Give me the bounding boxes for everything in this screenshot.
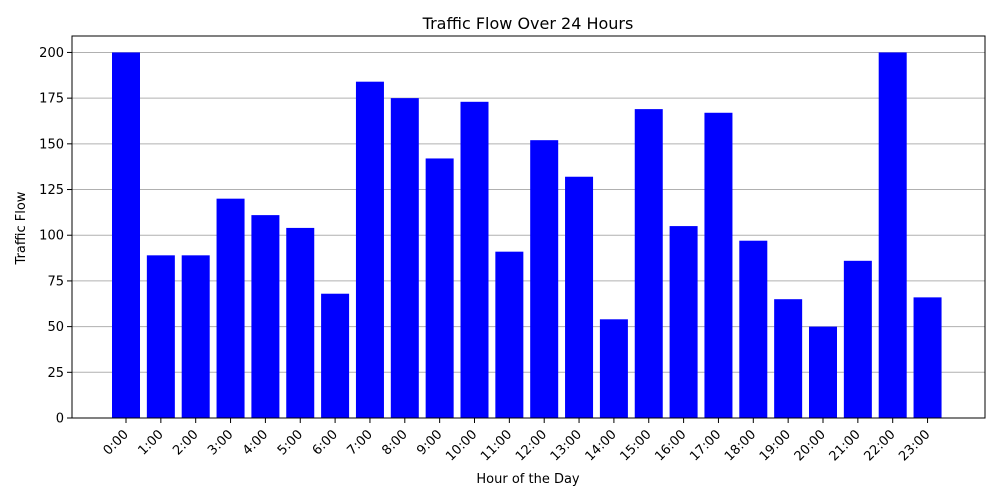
bar (565, 176, 594, 418)
x-tick-label: 14:00 (583, 427, 620, 464)
y-tick-label: 25 (47, 366, 64, 381)
bar (774, 299, 803, 418)
bar (704, 112, 733, 418)
bar (390, 98, 419, 418)
y-tick-label: 50 (47, 320, 64, 335)
y-tick-label: 200 (39, 46, 64, 61)
bar (460, 101, 489, 418)
x-tick-label: 6:00 (310, 427, 341, 458)
bar (809, 326, 837, 418)
x-tick-label: 21:00 (827, 427, 864, 464)
y-tick-label: 0 (56, 412, 64, 427)
y-tick-label: 125 (39, 183, 64, 198)
x-tick-label: 9:00 (414, 427, 445, 458)
bar (321, 293, 350, 418)
x-tick-label: 15:00 (617, 427, 654, 464)
bar (739, 240, 768, 418)
x-tick-label: 11:00 (478, 427, 515, 464)
plot-frame (71, 35, 986, 419)
bar (146, 255, 175, 418)
x-tick-label: 5:00 (275, 427, 306, 458)
bar (425, 158, 454, 418)
bar (913, 297, 942, 418)
bar (181, 255, 210, 418)
bar (634, 109, 663, 418)
y-tick-label: 150 (39, 137, 64, 152)
x-tick-label: 8:00 (379, 427, 410, 458)
x-axis-label: Hour of the Day (476, 472, 580, 487)
x-tick-label: 17:00 (687, 427, 724, 464)
x-tick-label: 7:00 (345, 427, 376, 458)
x-tick-label: 3:00 (205, 427, 236, 458)
bar (599, 319, 628, 418)
y-tick-label: 100 (39, 229, 64, 244)
bars-layer (112, 52, 942, 418)
x-tick-label: 0:00 (101, 427, 132, 458)
bar (843, 260, 872, 418)
x-tick-label: 13:00 (548, 427, 585, 464)
x-tick-label: 23:00 (896, 427, 933, 464)
bar (112, 52, 140, 418)
x-tick-label: 16:00 (652, 427, 689, 464)
bar (878, 52, 907, 418)
y-tick-label: 75 (47, 274, 64, 289)
chart-title: Traffic Flow Over 24 Hours (422, 14, 634, 33)
bar (286, 227, 315, 418)
y-axis-label: Traffic Flow (14, 191, 29, 265)
bar (355, 81, 384, 418)
x-tick-label: 19:00 (757, 427, 794, 464)
bar (216, 198, 245, 418)
bar (495, 251, 524, 418)
x-tick-label: 2:00 (170, 427, 201, 458)
x-tick-label: 1:00 (135, 427, 166, 458)
x-tick-label: 18:00 (722, 427, 759, 464)
x-tick-label: 10:00 (443, 427, 480, 464)
x-tick-label: 22:00 (861, 427, 898, 464)
axes-layer (67, 35, 986, 423)
y-tick-label: 175 (39, 92, 64, 107)
x-tick-label: 4:00 (240, 427, 271, 458)
bar (669, 226, 698, 418)
bar (251, 215, 280, 418)
bar (530, 140, 559, 418)
x-tick-label: 12:00 (513, 427, 550, 464)
x-tick-label: 20:00 (792, 427, 829, 464)
